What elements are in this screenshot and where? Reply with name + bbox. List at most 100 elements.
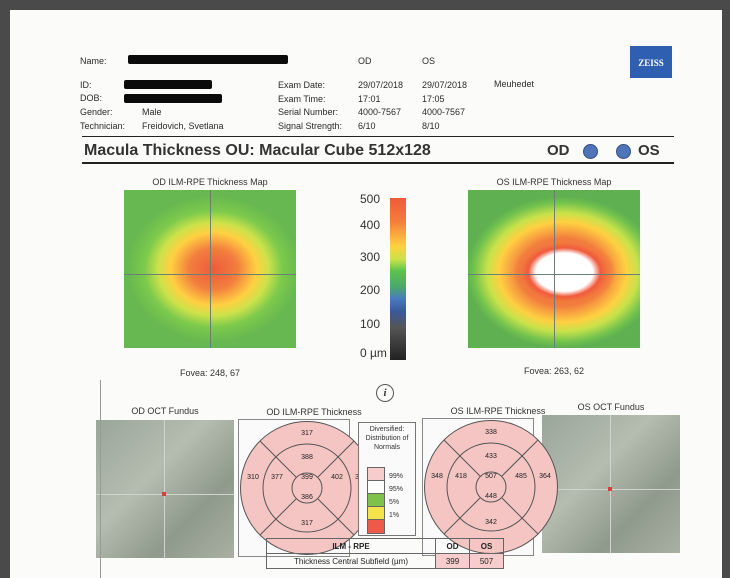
legend-5: 5% (389, 499, 400, 506)
od-sector-inner-top: 388 (301, 454, 313, 461)
od-fundus-image (96, 420, 234, 558)
legend-1: 1% (389, 512, 400, 519)
od-dot-icon (583, 144, 598, 159)
od-sector-bottom: 317 (301, 520, 313, 527)
os-etdrs-lines (443, 439, 539, 535)
os-sector-top: 338 (485, 429, 497, 436)
od-fovea: Fovea: 248, 67 (179, 368, 241, 378)
table-header-od: OD (435, 538, 470, 554)
legend-99: 99% (389, 473, 404, 480)
os-sector-inner-bottom: 448 (485, 493, 497, 500)
scale-200: 200 (360, 283, 381, 297)
info-icon[interactable]: i (376, 384, 394, 402)
scale-300: 300 (360, 250, 381, 264)
os-fundus-image (542, 415, 680, 553)
os-etdrs-title: OS ILM-RPE Thickness (450, 406, 546, 416)
exam-date-os: 29/07/2018 (422, 80, 468, 90)
table-header-os: OS (469, 538, 504, 554)
scale-400: 400 (360, 218, 381, 232)
od-fundus-marker (162, 492, 166, 496)
od-sector-inner-bottom: 386 (301, 494, 313, 501)
os-sector-inner-right: 485 (515, 473, 527, 480)
row1-od: 399 (435, 553, 470, 569)
od-thickness-map (124, 190, 296, 348)
od-sector-inner-right: 402 (331, 474, 343, 481)
row1-label: Thickness Central Subfield (µm) (266, 553, 436, 569)
os-sector-left: 348 (431, 473, 443, 480)
dob-redaction (124, 94, 222, 103)
od-heading: OD (547, 142, 570, 159)
exam-date-od: 29/07/2018 (358, 80, 404, 90)
od-fundus-title: OD OCT Fundus (131, 406, 199, 416)
legend-title: Diversified: Distribution of Normals (365, 426, 409, 451)
exam-date-label: Exam Date: (278, 80, 326, 90)
zeiss-logo: ZEISS (630, 46, 672, 78)
od-sector-center: 399 (301, 474, 313, 481)
od-sector-inner-left: 377 (271, 474, 283, 481)
serial-os: 4000-7567 (422, 107, 466, 117)
od-sector-left: 310 (247, 474, 259, 481)
technician-label: Technician: (80, 121, 126, 131)
institution: Meuhedet (494, 79, 535, 89)
od-etdrs-title: OD ILM-RPE Thickness (266, 407, 362, 417)
od-col-label: OD (358, 56, 372, 66)
os-fundus-marker (608, 487, 612, 491)
signal-od: 6/10 (358, 121, 376, 131)
table-header-label: ILM - RPE (266, 538, 436, 554)
row1-os: 507 (469, 553, 504, 569)
legend-swatch-below-1 (367, 519, 385, 534)
serial-label: Serial Number: (278, 107, 339, 117)
scale-500: 500 (360, 192, 381, 206)
os-heading: OS (638, 142, 660, 159)
od-fundus-crosshair-v (164, 420, 165, 558)
divider-bottom (82, 162, 674, 164)
scale-100: 100 (360, 317, 381, 331)
od-etdrs-lines (259, 440, 355, 536)
od-map-crosshair-v (210, 190, 211, 348)
divider-top (82, 136, 674, 137)
od-sector-top: 317 (301, 430, 313, 437)
signal-label: Signal Strength: (278, 121, 343, 131)
dob-label: DOB: (80, 93, 103, 103)
os-etdrs-grid: 338 433 348 418 507 485 364 448 342 (424, 420, 558, 554)
os-sector-center: 507 (485, 473, 497, 480)
os-thickness-map (468, 190, 640, 348)
os-sector-inner-top: 433 (485, 453, 497, 460)
od-map-crosshair-h (124, 274, 296, 275)
table-row: Thickness Central Subfield (µm) 399 507 (266, 553, 504, 569)
serial-od: 4000-7567 (358, 107, 402, 117)
legend-95: 95% (389, 486, 404, 493)
os-col-label: OS (422, 56, 436, 66)
signal-os: 8/10 (422, 121, 440, 131)
report-page: Name: ID: DOB: Gender: Male Technician: … (10, 10, 722, 578)
od-map-title: OD ILM-RPE Thickness Map (152, 177, 268, 187)
os-map-crosshair-h (468, 274, 640, 275)
id-redaction (124, 80, 212, 89)
thickness-color-scale (390, 198, 406, 360)
ilm-rpe-table: ILM - RPE OD OS Thickness Central Subfie… (266, 538, 504, 569)
gender-label: Gender: (80, 107, 113, 117)
page-fold-line (100, 380, 101, 578)
os-sector-bottom: 342 (485, 519, 497, 526)
os-sector-right: 364 (539, 473, 551, 480)
os-fovea: Fovea: 263, 62 (523, 366, 585, 376)
os-map-title: OS ILM-RPE Thickness Map (496, 177, 612, 187)
scale-0: 0 µm (360, 346, 387, 360)
os-dot-icon (616, 144, 631, 159)
os-map-crosshair-v (554, 190, 555, 348)
exam-time-label: Exam Time: (278, 94, 326, 104)
os-fundus-crosshair-v (610, 415, 611, 553)
normals-legend: Diversified: Distribution of Normals 99%… (358, 422, 416, 536)
os-fundus-title: OS OCT Fundus (577, 402, 645, 412)
id-label: ID: (80, 80, 92, 90)
os-sector-inner-left: 418 (455, 473, 467, 480)
name-label: Name: (80, 56, 107, 66)
technician-value: Freidovich, Svetlana (142, 121, 224, 131)
table-header-row: ILM - RPE OD OS (266, 538, 504, 554)
report-title: Macula Thickness OU: Macular Cube 512x12… (84, 142, 431, 159)
od-etdrs-grid: 317 388 310 377 399 402 338 386 317 (240, 421, 374, 555)
exam-time-os: 17:05 (422, 94, 445, 104)
exam-time-od: 17:01 (358, 94, 381, 104)
name-redaction (128, 55, 288, 64)
gender-value: Male (142, 107, 162, 117)
